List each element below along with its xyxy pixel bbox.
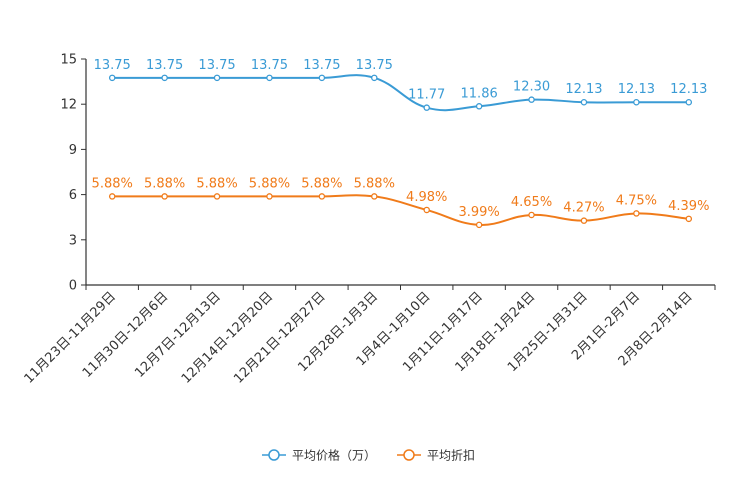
data-point — [685, 98, 693, 106]
y-tick-label: 6 — [69, 188, 77, 203]
data-point — [213, 74, 221, 82]
series-line — [112, 74, 689, 112]
data-label: 5.88% — [196, 176, 237, 191]
data-label: 4.75% — [616, 193, 657, 208]
series-1: 13.75 13.75 13.75 13.75 13.75 13.75 11.77 11.86… — [94, 58, 707, 112]
x-tick-label: 12月21日-12月27日 — [231, 289, 328, 386]
x-tick-label: 11月23日-11月29日 — [22, 289, 119, 386]
data-label: 5.88% — [92, 176, 133, 191]
legend-circle-marker — [268, 449, 280, 461]
data-label: 13.75 — [146, 58, 183, 73]
data-label: 3.99% — [458, 205, 499, 220]
data-point — [633, 98, 640, 106]
data-point — [266, 74, 273, 82]
data-point — [475, 221, 483, 229]
y-tick-label: 9 — [69, 143, 77, 158]
data-label: 5.88% — [144, 176, 185, 191]
series-2: 5.88% 5.88% 5.88% 5.88% 5.88% 5.88% 4.98% 3.99%… — [92, 176, 709, 229]
data-label: 11.86 — [461, 86, 498, 101]
data-point — [108, 193, 116, 200]
data-point — [580, 217, 588, 224]
data-label: 13.75 — [198, 58, 235, 73]
data-label: 5.88% — [354, 176, 395, 191]
x-tick-label: 12月14日-12月20日 — [179, 289, 276, 386]
data-label: 4.27% — [563, 201, 604, 216]
legend-item-1[interactable]: 平均价格（万） — [262, 448, 376, 463]
data-label: 11.77 — [408, 88, 445, 103]
data-label: 4.65% — [511, 195, 552, 210]
legend[interactable]: 平均价格（万） 平均折扣 — [262, 448, 475, 463]
data-label: 4.39% — [668, 199, 709, 214]
data-point — [528, 211, 535, 219]
y-tick-label: 12 — [60, 98, 77, 113]
legend-label: 平均价格（万） — [292, 448, 376, 463]
data-point — [161, 74, 168, 82]
legend-circle-marker — [403, 449, 415, 461]
series-line — [112, 194, 689, 226]
data-label: 12.13 — [670, 82, 707, 97]
data-label: 12.30 — [513, 80, 550, 95]
data-point — [423, 104, 430, 111]
y-tick-label: 0 — [69, 279, 77, 294]
data-point — [580, 98, 588, 106]
data-label: 12.13 — [565, 82, 602, 97]
data-point — [266, 193, 273, 200]
data-label: 13.75 — [251, 58, 288, 73]
data-point — [528, 96, 535, 103]
data-point — [475, 103, 483, 110]
data-point — [633, 210, 640, 217]
data-point — [371, 193, 378, 200]
data-point — [685, 215, 693, 223]
data-label: 13.75 — [303, 58, 340, 73]
legend-label: 平均折扣 — [427, 448, 475, 463]
legend-item-2[interactable]: 平均折扣 — [397, 448, 475, 463]
data-label: 5.88% — [249, 176, 290, 191]
y-tick-label: 15 — [60, 53, 77, 68]
data-point — [161, 193, 168, 200]
data-label: 4.98% — [406, 190, 447, 205]
data-point — [318, 74, 326, 82]
data-label: 12.13 — [618, 82, 655, 97]
data-label: 13.75 — [94, 58, 131, 73]
data-point — [318, 193, 326, 200]
data-point — [108, 74, 116, 82]
data-label: 13.75 — [356, 58, 393, 73]
data-point — [213, 193, 221, 200]
y-tick-label: 3 — [69, 233, 77, 248]
data-point — [423, 206, 430, 214]
series-layer: 13.75 13.75 13.75 13.75 13.75 13.75 11.77 11.86… — [92, 58, 709, 229]
data-label: 5.88% — [301, 176, 342, 191]
data-point — [371, 74, 378, 82]
